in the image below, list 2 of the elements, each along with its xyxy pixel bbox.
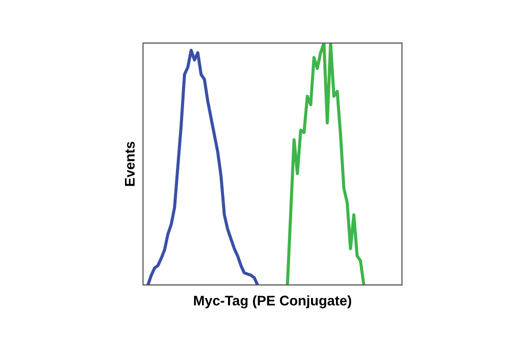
x-axis-title: Myc-Tag (PE Conjugate) <box>194 295 352 308</box>
y-axis-title: Events <box>125 142 135 186</box>
